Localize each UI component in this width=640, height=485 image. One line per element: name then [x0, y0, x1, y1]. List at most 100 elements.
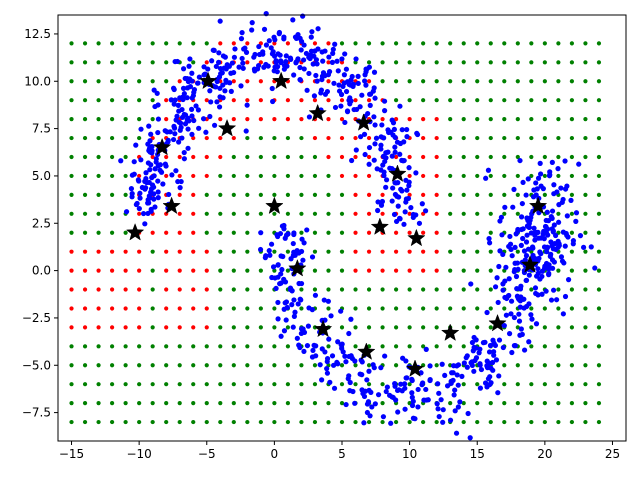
grid-point-green — [150, 363, 155, 368]
grid-point-green — [204, 344, 209, 349]
sample-point — [538, 171, 544, 177]
grid-point-green — [596, 230, 602, 235]
grid-point-red — [164, 268, 169, 273]
grid-point-green — [312, 192, 318, 197]
sample-point — [409, 402, 416, 409]
grid-point-green — [123, 135, 128, 141]
sample-point — [523, 192, 529, 198]
grid-point-green — [150, 382, 155, 387]
sample-point — [166, 191, 172, 198]
sample-point — [375, 199, 381, 205]
sample-point — [392, 149, 398, 155]
sample-point — [473, 337, 479, 343]
sample-point — [436, 390, 442, 396]
sample-point — [521, 347, 528, 353]
grid-point-green — [380, 79, 385, 84]
sample-point — [461, 360, 467, 366]
grid-point-red — [96, 306, 101, 311]
grid-point-green — [596, 98, 602, 103]
grid-point-red — [177, 268, 182, 273]
grid-point-red — [164, 173, 169, 179]
grid-point-green — [583, 249, 588, 254]
grid-point-green — [421, 325, 426, 330]
sample-point — [296, 342, 302, 348]
grid-point-red — [421, 192, 426, 197]
sample-point — [423, 386, 429, 393]
sample-point — [484, 365, 491, 371]
grid-point-green — [258, 306, 263, 311]
grid-point-green — [434, 41, 439, 46]
sample-point — [239, 55, 245, 62]
grid-point-green — [542, 154, 547, 160]
sample-point — [266, 38, 272, 44]
grid-point-green — [339, 419, 345, 425]
grid-point-green — [488, 419, 493, 425]
grid-point-green — [96, 401, 101, 406]
sample-point — [210, 47, 216, 53]
grid-point-green — [218, 382, 223, 387]
sample-point — [482, 339, 488, 345]
sample-point — [338, 103, 344, 109]
sample-point — [261, 26, 268, 32]
sample-point — [548, 239, 554, 245]
sample-point — [275, 299, 281, 306]
sample-point — [530, 252, 536, 259]
sample-point — [359, 372, 365, 378]
grid-point-green — [191, 382, 196, 387]
grid-point-green — [272, 401, 277, 406]
grid-point-green — [596, 117, 602, 122]
sample-point — [483, 175, 489, 181]
sample-point — [145, 210, 151, 217]
sample-point — [190, 92, 196, 99]
grid-point-red — [137, 325, 142, 330]
grid-point-red — [191, 173, 196, 179]
grid-point-green — [542, 41, 547, 46]
sample-point — [384, 384, 390, 390]
grid-point-red — [96, 249, 101, 254]
sample-point — [485, 167, 492, 173]
grid-point-green — [556, 382, 561, 387]
sample-point — [452, 387, 458, 393]
sample-point — [128, 186, 135, 192]
sample-point — [361, 131, 368, 137]
sample-point — [357, 104, 363, 110]
grid-point-green — [231, 363, 236, 368]
grid-point-red — [177, 287, 182, 292]
sample-point — [283, 317, 289, 323]
grid-point-red — [69, 268, 74, 273]
grid-point-red — [204, 268, 209, 273]
sample-point — [216, 50, 222, 56]
grid-point-green — [218, 287, 223, 292]
grid-point-green — [326, 419, 331, 425]
sample-point — [238, 36, 245, 42]
grid-point-green — [488, 268, 493, 273]
grid-point-green — [231, 173, 236, 179]
grid-point-green — [502, 401, 507, 406]
grid-point-green — [258, 382, 263, 387]
sample-point — [562, 243, 568, 249]
grid-point-red — [366, 192, 372, 197]
sample-point — [283, 59, 289, 65]
sample-point — [486, 236, 492, 242]
grid-point-green — [204, 382, 209, 387]
grid-point-green — [245, 135, 250, 141]
sample-point — [477, 361, 483, 367]
sample-point — [275, 51, 281, 57]
y-tick-label: −7.5 — [22, 406, 51, 420]
sample-point — [298, 38, 305, 45]
sample-point — [414, 131, 421, 138]
grid-point-red — [407, 117, 412, 122]
grid-point-green — [164, 419, 169, 425]
sample-point — [308, 48, 315, 54]
sample-point — [319, 377, 325, 383]
sample-point — [140, 210, 147, 217]
center-star-marker — [162, 196, 181, 215]
sample-point — [392, 383, 398, 389]
grid-point-green — [164, 344, 169, 349]
grid-point-green — [96, 60, 101, 65]
grid-point-red — [434, 211, 439, 216]
grid-point-green — [285, 382, 291, 387]
grid-point-green — [583, 211, 588, 216]
sample-point — [577, 233, 584, 239]
sample-point — [290, 324, 296, 330]
